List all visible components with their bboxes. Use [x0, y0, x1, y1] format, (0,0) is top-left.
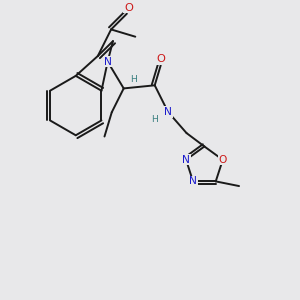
Text: N: N [104, 57, 112, 67]
Text: H: H [151, 115, 158, 124]
Text: O: O [124, 3, 133, 13]
Text: N: N [189, 176, 197, 186]
Text: N: N [164, 107, 172, 117]
Text: N: N [182, 155, 190, 165]
Text: O: O [156, 55, 165, 64]
Text: O: O [219, 155, 227, 165]
Text: H: H [130, 75, 136, 84]
